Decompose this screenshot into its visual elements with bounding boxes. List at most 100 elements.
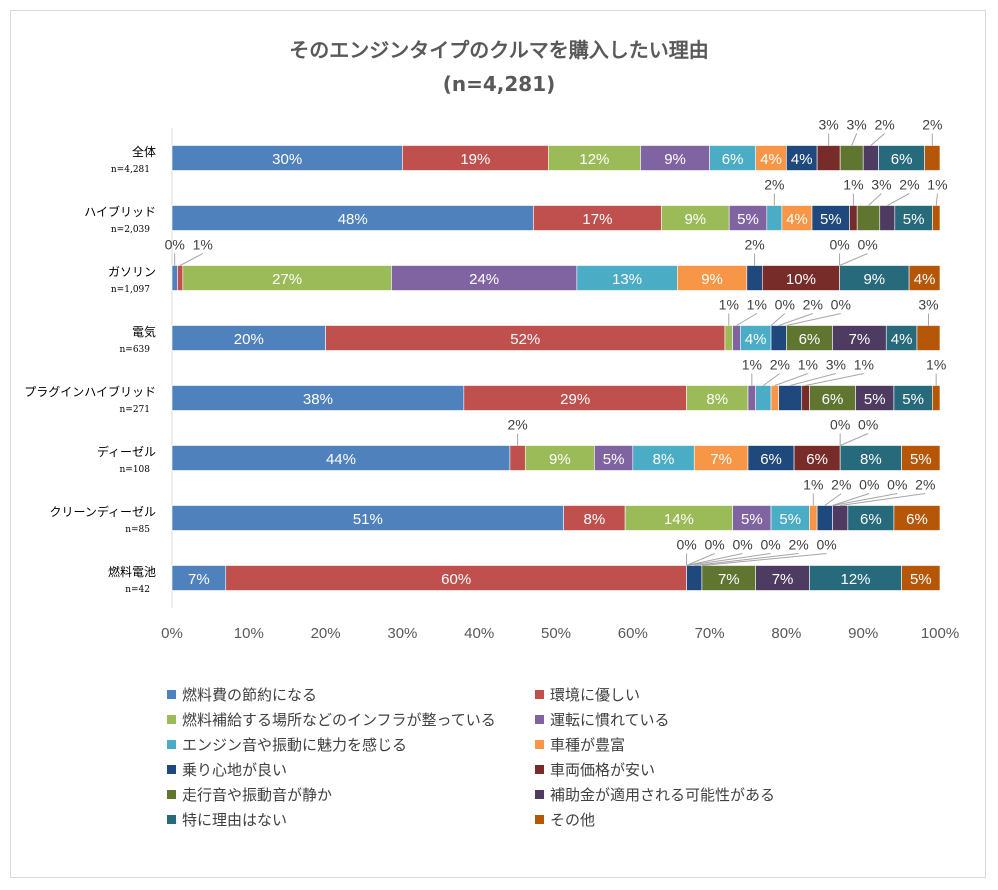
data-label: 5%	[603, 451, 625, 468]
x-tick-label: 70%	[695, 625, 725, 642]
data-label: 30%	[272, 151, 302, 168]
x-tick-label: 10%	[234, 625, 264, 642]
leader-line	[701, 553, 827, 566]
data-label: 8%	[706, 391, 728, 408]
data-label: 48%	[338, 211, 368, 228]
category-label: クリーンディーゼル	[49, 504, 156, 519]
legend-label: 補助金が適用される可能性がある	[550, 786, 776, 804]
data-label: 0%	[732, 537, 752, 553]
data-label: 1%	[719, 297, 739, 313]
legend-swatch	[535, 765, 544, 774]
data-label: 29%	[560, 391, 590, 408]
bar-segment	[746, 265, 763, 291]
bar-segment	[732, 325, 741, 351]
x-tick-label: 100%	[921, 625, 959, 642]
bar-segment	[801, 385, 810, 411]
category-label: 燃料電池	[108, 564, 156, 579]
data-label: 7%	[710, 451, 732, 468]
data-label: 2%	[831, 477, 851, 493]
legend-item: エンジン音や振動に魅力を感じる	[167, 734, 407, 755]
bar-segment	[755, 385, 772, 411]
data-label: 52%	[510, 331, 540, 348]
legend-swatch	[167, 765, 176, 774]
bar-segment	[901, 565, 941, 591]
category-n-label: n=639	[119, 345, 150, 355]
legend-label: 乗り心地が良い	[182, 761, 288, 779]
leader-line	[935, 193, 938, 206]
data-label: 8%	[860, 451, 882, 468]
bar-segment	[171, 145, 403, 171]
leader-line	[686, 553, 743, 566]
data-label: 38%	[303, 391, 333, 408]
bar-segment	[182, 265, 392, 291]
data-label: 0%	[704, 537, 724, 553]
bar-segment	[402, 145, 549, 171]
bar-segment	[548, 145, 641, 171]
bar-segment	[809, 505, 818, 531]
data-label: 2%	[922, 117, 942, 133]
x-tick-label: 50%	[541, 625, 571, 642]
leader-line	[824, 493, 842, 506]
legend-item: 特に理由はない	[167, 809, 287, 830]
bar-segment	[747, 445, 795, 471]
category-label: プラグインハイブリッド	[24, 384, 156, 399]
leader-line	[736, 313, 758, 326]
data-label: 4%	[760, 151, 782, 168]
data-label: 0%	[858, 417, 878, 433]
data-label: 1%	[742, 357, 762, 373]
leader-line	[839, 433, 869, 446]
data-label: 2%	[744, 237, 764, 253]
leader-line	[774, 373, 809, 386]
bar-segment	[640, 145, 710, 171]
data-label: 10%	[786, 271, 816, 288]
legend-label: その他	[550, 811, 596, 829]
data-label: 3%	[871, 177, 891, 193]
data-label: 60%	[441, 571, 471, 588]
legend-item: 燃料費の節約になる	[167, 684, 317, 705]
data-label: 1%	[843, 177, 863, 193]
data-label: 1%	[927, 177, 947, 193]
x-tick-label: 0%	[161, 625, 183, 642]
data-label: 3%	[847, 117, 867, 133]
legend-swatch	[167, 715, 176, 724]
bar-segment	[862, 145, 879, 171]
x-tick-label: 40%	[464, 625, 494, 642]
bar-segment	[879, 205, 896, 231]
category-n-label: n=2,039	[111, 225, 150, 235]
bar-segment	[816, 505, 833, 531]
data-label: 8%	[653, 451, 675, 468]
data-label: 6%	[822, 391, 844, 408]
leader-line	[887, 193, 910, 206]
data-label: 0%	[830, 417, 850, 433]
legend-item: 環境に優しい	[535, 684, 640, 705]
chart-subtitle: (n=4,281)	[442, 72, 556, 96]
bar-segment	[811, 205, 850, 231]
legend-label: 燃料費の節約になる	[182, 686, 318, 704]
bar-segment	[677, 265, 748, 291]
legend-label: 車両価格が安い	[550, 761, 656, 779]
legend-item: 補助金が適用される可能性がある	[535, 784, 775, 805]
data-label: 2%	[915, 477, 935, 493]
data-label: 0%	[859, 477, 879, 493]
data-label: 5%	[902, 391, 924, 408]
bar-segment	[832, 505, 849, 531]
data-label: 5%	[910, 451, 932, 468]
data-label: 4%	[914, 271, 936, 288]
leader-line	[832, 493, 898, 506]
data-label: 51%	[353, 511, 383, 528]
x-tick-label: 20%	[311, 625, 341, 642]
data-label: 3%	[918, 297, 938, 313]
data-label: 6%	[806, 451, 828, 468]
x-tick-label: 60%	[618, 625, 648, 642]
data-label: 19%	[460, 151, 490, 168]
bar-segment	[686, 565, 703, 591]
data-label: 1%	[854, 357, 874, 373]
data-label: 2%	[899, 177, 919, 193]
data-label: 7%	[718, 571, 740, 588]
x-tick-label: 30%	[387, 625, 417, 642]
bar-segment	[732, 505, 772, 531]
bar-segment	[747, 385, 756, 411]
legend-label: エンジン音や振動に魅力を感じる	[182, 736, 408, 754]
bar-segment	[594, 445, 634, 471]
